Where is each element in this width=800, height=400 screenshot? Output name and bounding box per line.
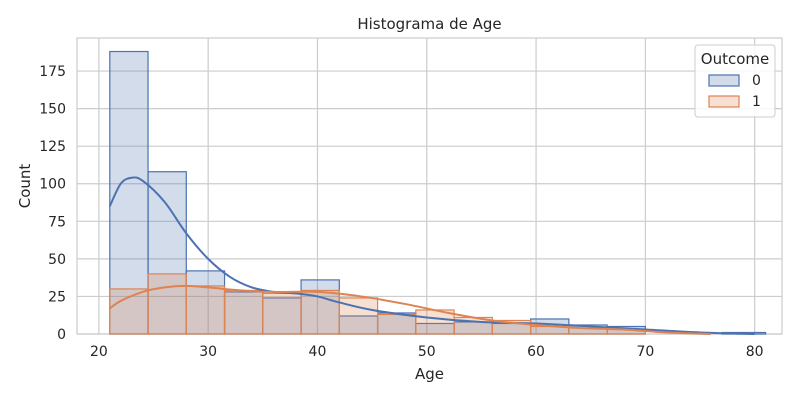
legend-label-0: 0 <box>752 73 761 89</box>
y-tick-label: 150 <box>39 102 66 118</box>
y-tick-label: 25 <box>48 289 66 305</box>
legend-label-1: 1 <box>752 94 761 110</box>
legend-title: Outcome <box>701 50 769 68</box>
kde-curves <box>108 176 755 335</box>
x-tick-label: 60 <box>527 344 545 360</box>
x-tick-labels: 20 30 40 50 60 70 80 <box>90 344 764 360</box>
y-tick-label: 75 <box>48 214 66 230</box>
grid-lines <box>77 38 782 335</box>
legend: Outcome 0 1 <box>694 44 776 118</box>
kde-line-1 <box>109 284 711 335</box>
x-tick-label: 30 <box>199 344 217 360</box>
x-tick-label: 80 <box>746 344 764 360</box>
legend-swatch-0 <box>708 74 740 87</box>
legend-box <box>694 44 776 118</box>
legend-swatch-1 <box>708 95 740 108</box>
x-axis-label: Age <box>415 365 444 383</box>
chart-title: Histograma de Age <box>357 15 501 33</box>
y-tick-labels: 0 25 50 75 100 125 150 175 <box>39 64 66 343</box>
y-tick-label: 175 <box>39 64 66 80</box>
histogram-fill-0 <box>109 51 766 335</box>
y-tick-label: 125 <box>39 139 66 155</box>
histogram-fill-1 <box>109 273 766 334</box>
x-tick-label: 50 <box>418 344 436 360</box>
y-tick-label: 0 <box>57 327 66 343</box>
y-axis-label: Count <box>16 164 34 209</box>
y-tick-label: 100 <box>39 177 66 193</box>
x-tick-label: 70 <box>636 344 654 360</box>
plot-area <box>76 37 783 335</box>
kde-line-0 <box>108 176 755 335</box>
y-tick-label: 50 <box>48 252 66 268</box>
x-tick-label: 40 <box>309 344 327 360</box>
x-tick-label: 20 <box>90 344 108 360</box>
